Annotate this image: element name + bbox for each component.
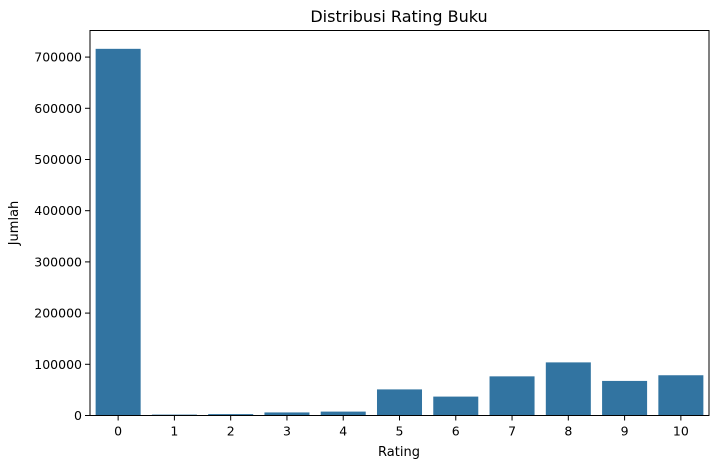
x-tick-label: 10	[673, 424, 689, 439]
bar-rating-3	[264, 412, 310, 416]
y-tick-label: 300000	[34, 254, 82, 269]
x-tick-label: 6	[452, 424, 460, 439]
y-tick-label: 700000	[34, 50, 82, 65]
y-axis-label: Jumlah	[7, 201, 22, 247]
y-tick-label: 200000	[34, 306, 82, 321]
x-tick-label: 7	[508, 424, 516, 439]
x-tick-label: 4	[339, 424, 347, 439]
x-tick-label: 5	[396, 424, 404, 439]
x-tick-label: 1	[170, 424, 178, 439]
chart-title: Distribusi Rating Buku	[310, 7, 487, 26]
y-tick-label: 600000	[34, 101, 82, 116]
x-axis-label: Rating	[378, 445, 420, 460]
bar-rating-5	[376, 389, 423, 416]
y-tick-label: 100000	[34, 357, 82, 372]
y-tick-label: 500000	[34, 152, 82, 167]
bars-group	[95, 48, 704, 416]
x-tick-label: 2	[227, 424, 235, 439]
bar-rating-6	[433, 396, 479, 416]
bar-rating-7	[489, 376, 535, 416]
bar-rating-0	[95, 48, 141, 416]
bar-rating-10	[658, 375, 704, 416]
x-axis-ticks: 0 1 2 3 4 5 6 7 8 9 10	[114, 415, 689, 439]
plot-frame	[89, 30, 710, 416]
bar-rating-8	[545, 362, 591, 416]
y-axis-ticks: 0 100000 200000 300000 400000 500000 600000 700…	[34, 50, 90, 423]
bar-rating-4	[320, 411, 366, 416]
bar-rating-9	[602, 380, 648, 416]
x-tick-label: 3	[283, 424, 291, 439]
y-tick-label: 400000	[34, 203, 82, 218]
bar-rating-2	[208, 414, 254, 416]
x-tick-label: 8	[564, 424, 572, 439]
x-tick-label: 9	[621, 424, 629, 439]
y-tick-label: 0	[74, 408, 82, 423]
x-tick-label: 0	[114, 424, 122, 439]
